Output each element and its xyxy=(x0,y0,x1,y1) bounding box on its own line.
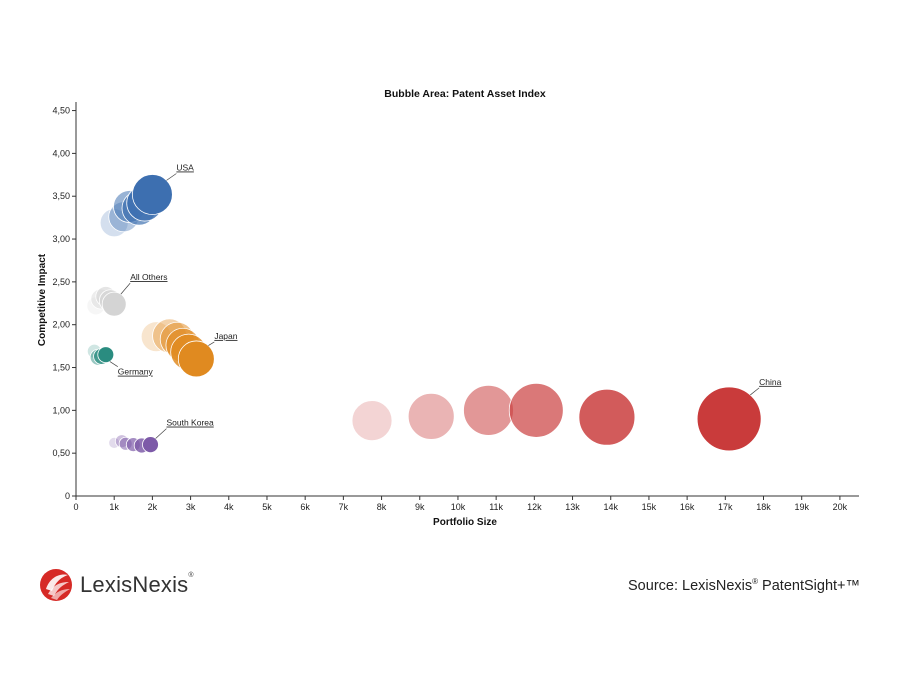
x-tick-label: 8k xyxy=(377,502,387,512)
x-tick-label: 4k xyxy=(224,502,234,512)
south-korea-label: South Korea xyxy=(166,418,214,428)
x-tick-label: 7k xyxy=(339,502,349,512)
y-tick-label: 2,00 xyxy=(52,320,70,330)
x-tick-label: 3k xyxy=(186,502,196,512)
y-tick-label: 3,00 xyxy=(52,234,70,244)
y-tick-label: 0,50 xyxy=(52,448,70,458)
x-tick-label: 17k xyxy=(718,502,733,512)
x-tick-label: 12k xyxy=(527,502,542,512)
x-tick-label: 18k xyxy=(756,502,771,512)
y-tick-label: 1,50 xyxy=(52,363,70,373)
japan-bubble xyxy=(177,340,215,378)
china-bubble xyxy=(351,400,393,442)
x-tick-label: 1k xyxy=(109,502,119,512)
x-tick-label: 9k xyxy=(415,502,425,512)
y-axis-title: Competitive Impact xyxy=(37,253,48,346)
germany-label-leader xyxy=(109,361,118,367)
x-tick-label: 6k xyxy=(300,502,310,512)
lexisnexis-logo: LexisNexis® xyxy=(38,567,194,603)
south-korea-label-leader xyxy=(155,428,167,439)
lexisnexis-logo-icon xyxy=(40,569,72,601)
chart-title: Bubble Area: Patent Asset Index xyxy=(384,88,546,100)
x-axis: 0 1k 2k 3k 4k 5k 6k 7k 8k 9k 10k 11k 12k 13k 14k 15k 16k… xyxy=(73,495,859,512)
china-bubble xyxy=(463,384,514,436)
usa-bubble xyxy=(131,174,173,215)
x-tick-label: 0 xyxy=(73,502,78,512)
germany-bubble xyxy=(97,346,115,364)
china-bubble xyxy=(407,392,455,440)
south-korea-bubble xyxy=(142,436,159,454)
x-tick-label: 19k xyxy=(794,502,809,512)
x-tick-label: 20k xyxy=(833,502,848,512)
all-others-label: All Others xyxy=(130,272,167,282)
x-tick-label: 14k xyxy=(603,502,618,512)
x-tick-label: 11k xyxy=(489,502,503,512)
brand-name: LexisNexis® xyxy=(80,572,194,597)
x-tick-label: 15k xyxy=(642,502,657,512)
x-tick-label: 10k xyxy=(451,502,466,512)
usa-label: USA xyxy=(176,163,194,173)
y-tick-label: 2,50 xyxy=(52,277,70,287)
y-tick-label: 4,50 xyxy=(52,106,70,116)
x-tick-label: 13k xyxy=(565,502,580,512)
china-bubble xyxy=(578,388,636,446)
japan-label-leader xyxy=(208,341,215,346)
y-tick-label: 1,00 xyxy=(52,405,70,415)
usa-label-leader xyxy=(166,173,177,181)
series-labels-layer: USA All Others Japan Germany South Korea Chin… xyxy=(109,163,782,439)
y-axis: 0 0,50 1,00 1,50 2,00 2,50 3,00 3,50 4,00 4,50 xyxy=(52,102,77,501)
china-label-leader xyxy=(750,387,760,396)
japan-label: Japan xyxy=(214,331,237,341)
all-others-label-leader xyxy=(120,282,131,295)
y-tick-label: 4,00 xyxy=(52,148,70,158)
china-bubble xyxy=(508,382,564,438)
x-tick-label: 5k xyxy=(262,502,272,512)
x-tick-label: 2k xyxy=(148,502,158,512)
x-axis-title: Portfolio Size xyxy=(433,517,497,528)
y-tick-label: 3,50 xyxy=(52,191,70,201)
germany-label: Germany xyxy=(118,367,154,377)
bubbles-layer xyxy=(86,174,762,454)
all-others-bubble xyxy=(101,291,127,317)
china-label: China xyxy=(759,377,781,387)
bubble-chart: Bubble Area: Patent Asset Index 0 0,50 1,0… xyxy=(37,88,859,528)
x-tick-label: 16k xyxy=(680,502,695,512)
source-note: Source: LexisNexis® PatentSight+™ xyxy=(628,577,860,594)
china-bubble xyxy=(696,386,762,452)
y-tick-label: 0 xyxy=(65,491,70,501)
